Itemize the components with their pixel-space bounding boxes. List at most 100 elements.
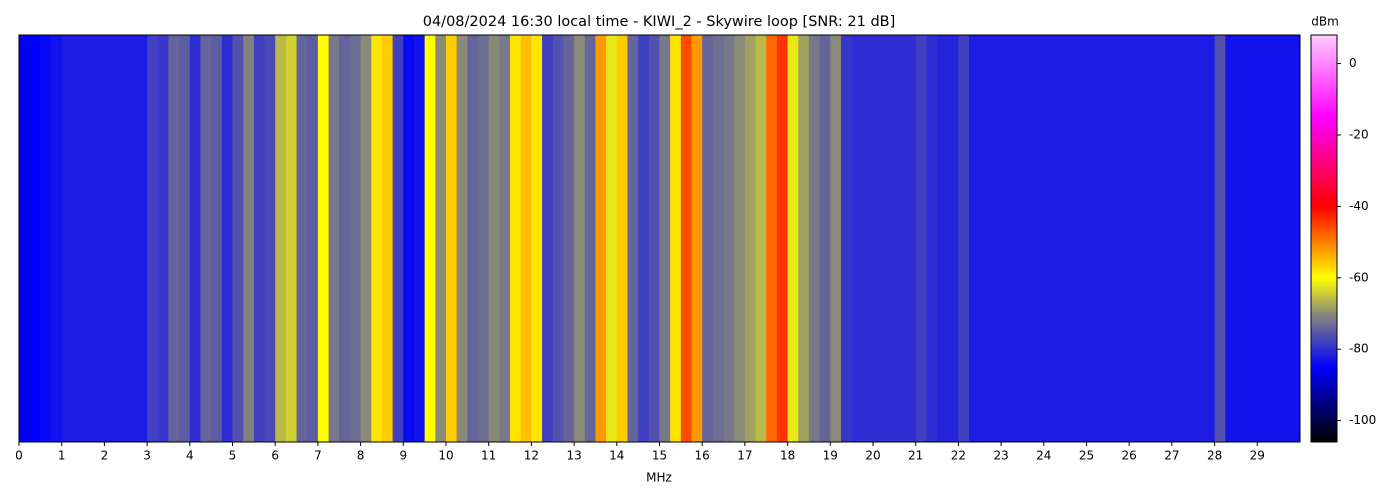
spectrum-bin	[1011, 35, 1023, 442]
spectrum-bin	[168, 35, 180, 442]
x-tick-label: 18	[780, 449, 795, 463]
spectrum-bin	[680, 35, 693, 442]
x-tick-label: 21	[908, 449, 923, 463]
spectrum-bin	[1054, 35, 1066, 442]
spectrum-bin	[1118, 35, 1130, 442]
spectrum-bin	[798, 35, 810, 442]
x-tick-label: 26	[1122, 449, 1137, 463]
spectrum-bin	[1214, 35, 1226, 442]
x-tick-label: 6	[271, 449, 279, 463]
spectrum-bin	[328, 35, 340, 442]
spectrum-bin	[147, 35, 159, 442]
spectrum-bin	[616, 35, 628, 442]
spectrum-bin	[1043, 35, 1055, 442]
spectrum-bin	[51, 35, 63, 442]
spectrum-bin	[1182, 35, 1194, 442]
spectrum-bin	[435, 35, 447, 442]
spectrum-bin	[200, 35, 212, 442]
spectrum-bin	[1139, 35, 1152, 442]
spectrum-bin	[125, 35, 137, 442]
spectrum-bin	[243, 35, 255, 442]
spectrum-bin	[776, 35, 789, 442]
x-tick-label: 19	[823, 449, 838, 463]
spectrum-bin	[253, 35, 266, 442]
colorbar-tick-label: -20	[1349, 127, 1369, 141]
spectrum-bin	[563, 35, 575, 442]
spectrum-bin	[873, 35, 885, 442]
spectrum-bin	[467, 35, 479, 442]
x-tick-label: 8	[357, 449, 365, 463]
spectrum-bin	[19, 35, 31, 442]
spectrum-bin	[1267, 35, 1280, 442]
spectrum-bin	[317, 35, 330, 442]
spectrum-bin	[371, 35, 383, 442]
spectrum-bin	[179, 35, 191, 442]
chart-title: 04/08/2024 16:30 local time - KIWI_2 - S…	[423, 14, 896, 30]
spectrum-bin	[915, 35, 927, 442]
x-tick-label: 24	[1036, 449, 1051, 463]
spectrum-bin	[1033, 35, 1045, 442]
spectrum-bin	[723, 35, 735, 442]
spectrum-bin	[1225, 35, 1237, 442]
spectrum-bin	[61, 35, 73, 442]
spectrum-bin	[1129, 35, 1141, 442]
spectrum-bin	[275, 35, 287, 442]
spectrum-bin	[958, 35, 970, 442]
spectrum-bin	[93, 35, 105, 442]
spectrum-bin	[691, 35, 703, 442]
spectrum-bin	[296, 35, 308, 442]
spectrum-bin	[1257, 35, 1269, 442]
spectrum-bin	[712, 35, 725, 442]
spectrum-bin	[403, 35, 415, 442]
spectrum-bin	[766, 35, 778, 442]
spectrum-bin	[446, 35, 458, 442]
spectrum-bin	[787, 35, 799, 442]
spectrum-bin	[360, 35, 372, 442]
x-tick-label: 7	[314, 449, 322, 463]
spectrum-bin	[883, 35, 895, 442]
spectrum-bin	[638, 35, 650, 442]
spectrum-bin	[1097, 35, 1109, 442]
spectrum-bin	[1171, 35, 1184, 442]
x-tick-label: 3	[143, 449, 151, 463]
spectrum-bin	[905, 35, 917, 442]
x-tick-label: 22	[951, 449, 966, 463]
spectrum-bin	[606, 35, 618, 442]
colorbar-tick-label: -100	[1349, 413, 1376, 427]
x-tick-label: 4	[186, 449, 194, 463]
colorbar-tick-label: -60	[1349, 270, 1369, 284]
spectrum-bin	[264, 35, 276, 442]
spectrum-bin	[1203, 35, 1216, 442]
x-tick-label: 13	[566, 449, 581, 463]
spectrum-bin	[531, 35, 543, 442]
spectrum-bin	[830, 35, 842, 442]
spectrum-bin	[157, 35, 169, 442]
spectrum-bin	[478, 35, 490, 442]
x-tick-label: 0	[15, 449, 23, 463]
spectrum-bin	[1150, 35, 1162, 442]
spectrum-bin	[937, 35, 949, 442]
spectrum-bin	[339, 35, 351, 442]
spectrum-bin	[381, 35, 394, 442]
spectrum-bin	[659, 35, 671, 442]
spectrum-bin	[990, 35, 1002, 442]
x-tick-label: 12	[524, 449, 539, 463]
spectrum-bin	[40, 35, 52, 442]
x-tick-label: 27	[1164, 449, 1179, 463]
spectrum-bin	[670, 35, 682, 442]
spectrum-bin	[83, 35, 95, 442]
spectrum-bin	[510, 35, 522, 442]
spectrum-bin	[969, 35, 981, 442]
x-tick-label: 15	[652, 449, 667, 463]
spectrum-bin	[392, 35, 404, 442]
spectrum-bin	[1107, 35, 1120, 442]
spectrum-bin	[1161, 35, 1173, 442]
spectrum-bin	[115, 35, 127, 442]
spectrum-bin	[1086, 35, 1098, 442]
x-tick-label: 20	[865, 449, 880, 463]
spectrum-bin	[488, 35, 500, 442]
x-tick-label: 25	[1079, 449, 1094, 463]
spectrum-bin	[627, 35, 639, 442]
x-tick-label: 10	[438, 449, 453, 463]
